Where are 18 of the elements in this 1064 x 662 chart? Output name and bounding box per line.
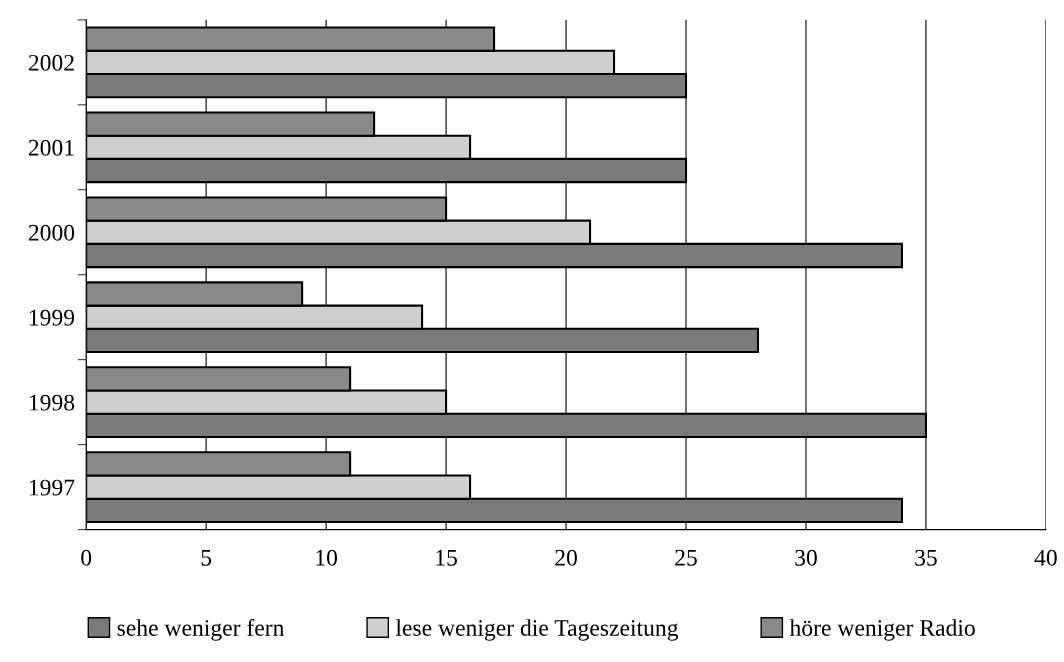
x-tick-label: 5 bbox=[201, 549, 212, 566]
x-tick-label: 25 bbox=[675, 549, 697, 566]
legend-label: sehe weniger fern bbox=[117, 619, 285, 641]
y-tick-label: 2000 bbox=[28, 224, 75, 241]
y-tick-label: 2002 bbox=[28, 54, 74, 71]
y-tick-label: 1998 bbox=[29, 394, 75, 411]
x-tick-label: 0 bbox=[81, 549, 92, 566]
y-tick-label: 1997 bbox=[29, 479, 75, 496]
x-tick-label: 15 bbox=[436, 549, 457, 566]
y-tick-label: 2001 bbox=[28, 139, 74, 156]
x-tick-label: 20 bbox=[555, 549, 577, 566]
legend-label: höre weniger Radio bbox=[789, 619, 975, 641]
x-tick-label: 40 bbox=[1034, 549, 1057, 566]
x-tick-label: 30 bbox=[795, 549, 817, 566]
x-tick-label: 35 bbox=[915, 549, 937, 566]
y-tick-label: 1999 bbox=[29, 309, 75, 326]
x-tick-label: 10 bbox=[316, 549, 338, 566]
legend-label: lese weniger die Tageszeitung bbox=[395, 619, 679, 641]
